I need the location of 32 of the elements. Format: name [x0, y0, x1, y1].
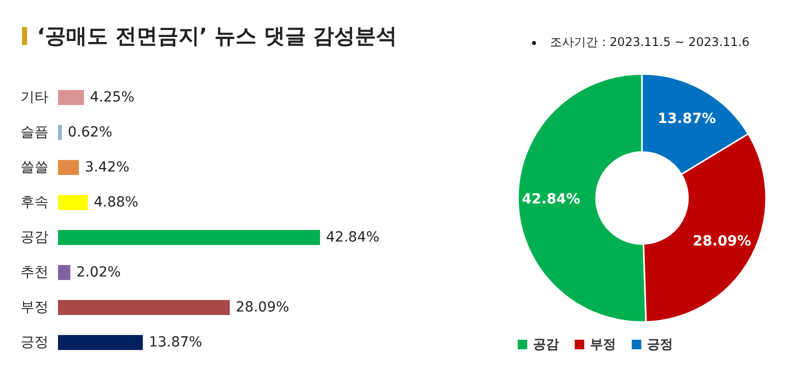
bar [58, 300, 230, 315]
data-label: 28.09% [236, 300, 290, 316]
data-label: 0.62% [68, 124, 112, 140]
y-tick-label: 기타 [20, 90, 48, 106]
data-label: 3.42% [84, 160, 130, 176]
y-tick-label: 부정 [20, 300, 48, 316]
data-label: 2.02% [76, 264, 121, 280]
bar [58, 230, 320, 245]
data-label: 42.84% [522, 191, 580, 208]
legend-label: 긍정 [647, 338, 673, 353]
y-tick-label: 슬픔 [20, 124, 48, 140]
data-label: 42.84% [326, 230, 380, 246]
bar [58, 195, 88, 210]
data-label: 13.87% [658, 110, 716, 127]
legend-label: 부정 [590, 338, 616, 353]
chart-title: ‘공매도 전면금지’ 뉴스 댓글 감성분석 [37, 23, 398, 50]
data-label: 4.25% [90, 90, 134, 106]
y-tick-label: 추천 [20, 264, 48, 280]
bar [58, 265, 70, 280]
bar [58, 90, 84, 105]
y-tick-label: 공감 [20, 230, 48, 246]
y-tick-label: 긍정 [20, 334, 48, 350]
bar [58, 160, 79, 175]
bar [58, 125, 62, 140]
legend-label: 공감 [533, 338, 559, 353]
data-label: 4.88% [94, 194, 138, 210]
text: 조사기간 : 2023.11.5 ~ 2023.11.6 [550, 35, 750, 49]
bar [58, 335, 143, 350]
y-tick-label: 쓸쓸 [20, 160, 48, 176]
data-label: 28.09% [692, 233, 752, 250]
data-label: 13.87% [148, 334, 202, 350]
y-tick-label: 후속 [20, 194, 48, 210]
